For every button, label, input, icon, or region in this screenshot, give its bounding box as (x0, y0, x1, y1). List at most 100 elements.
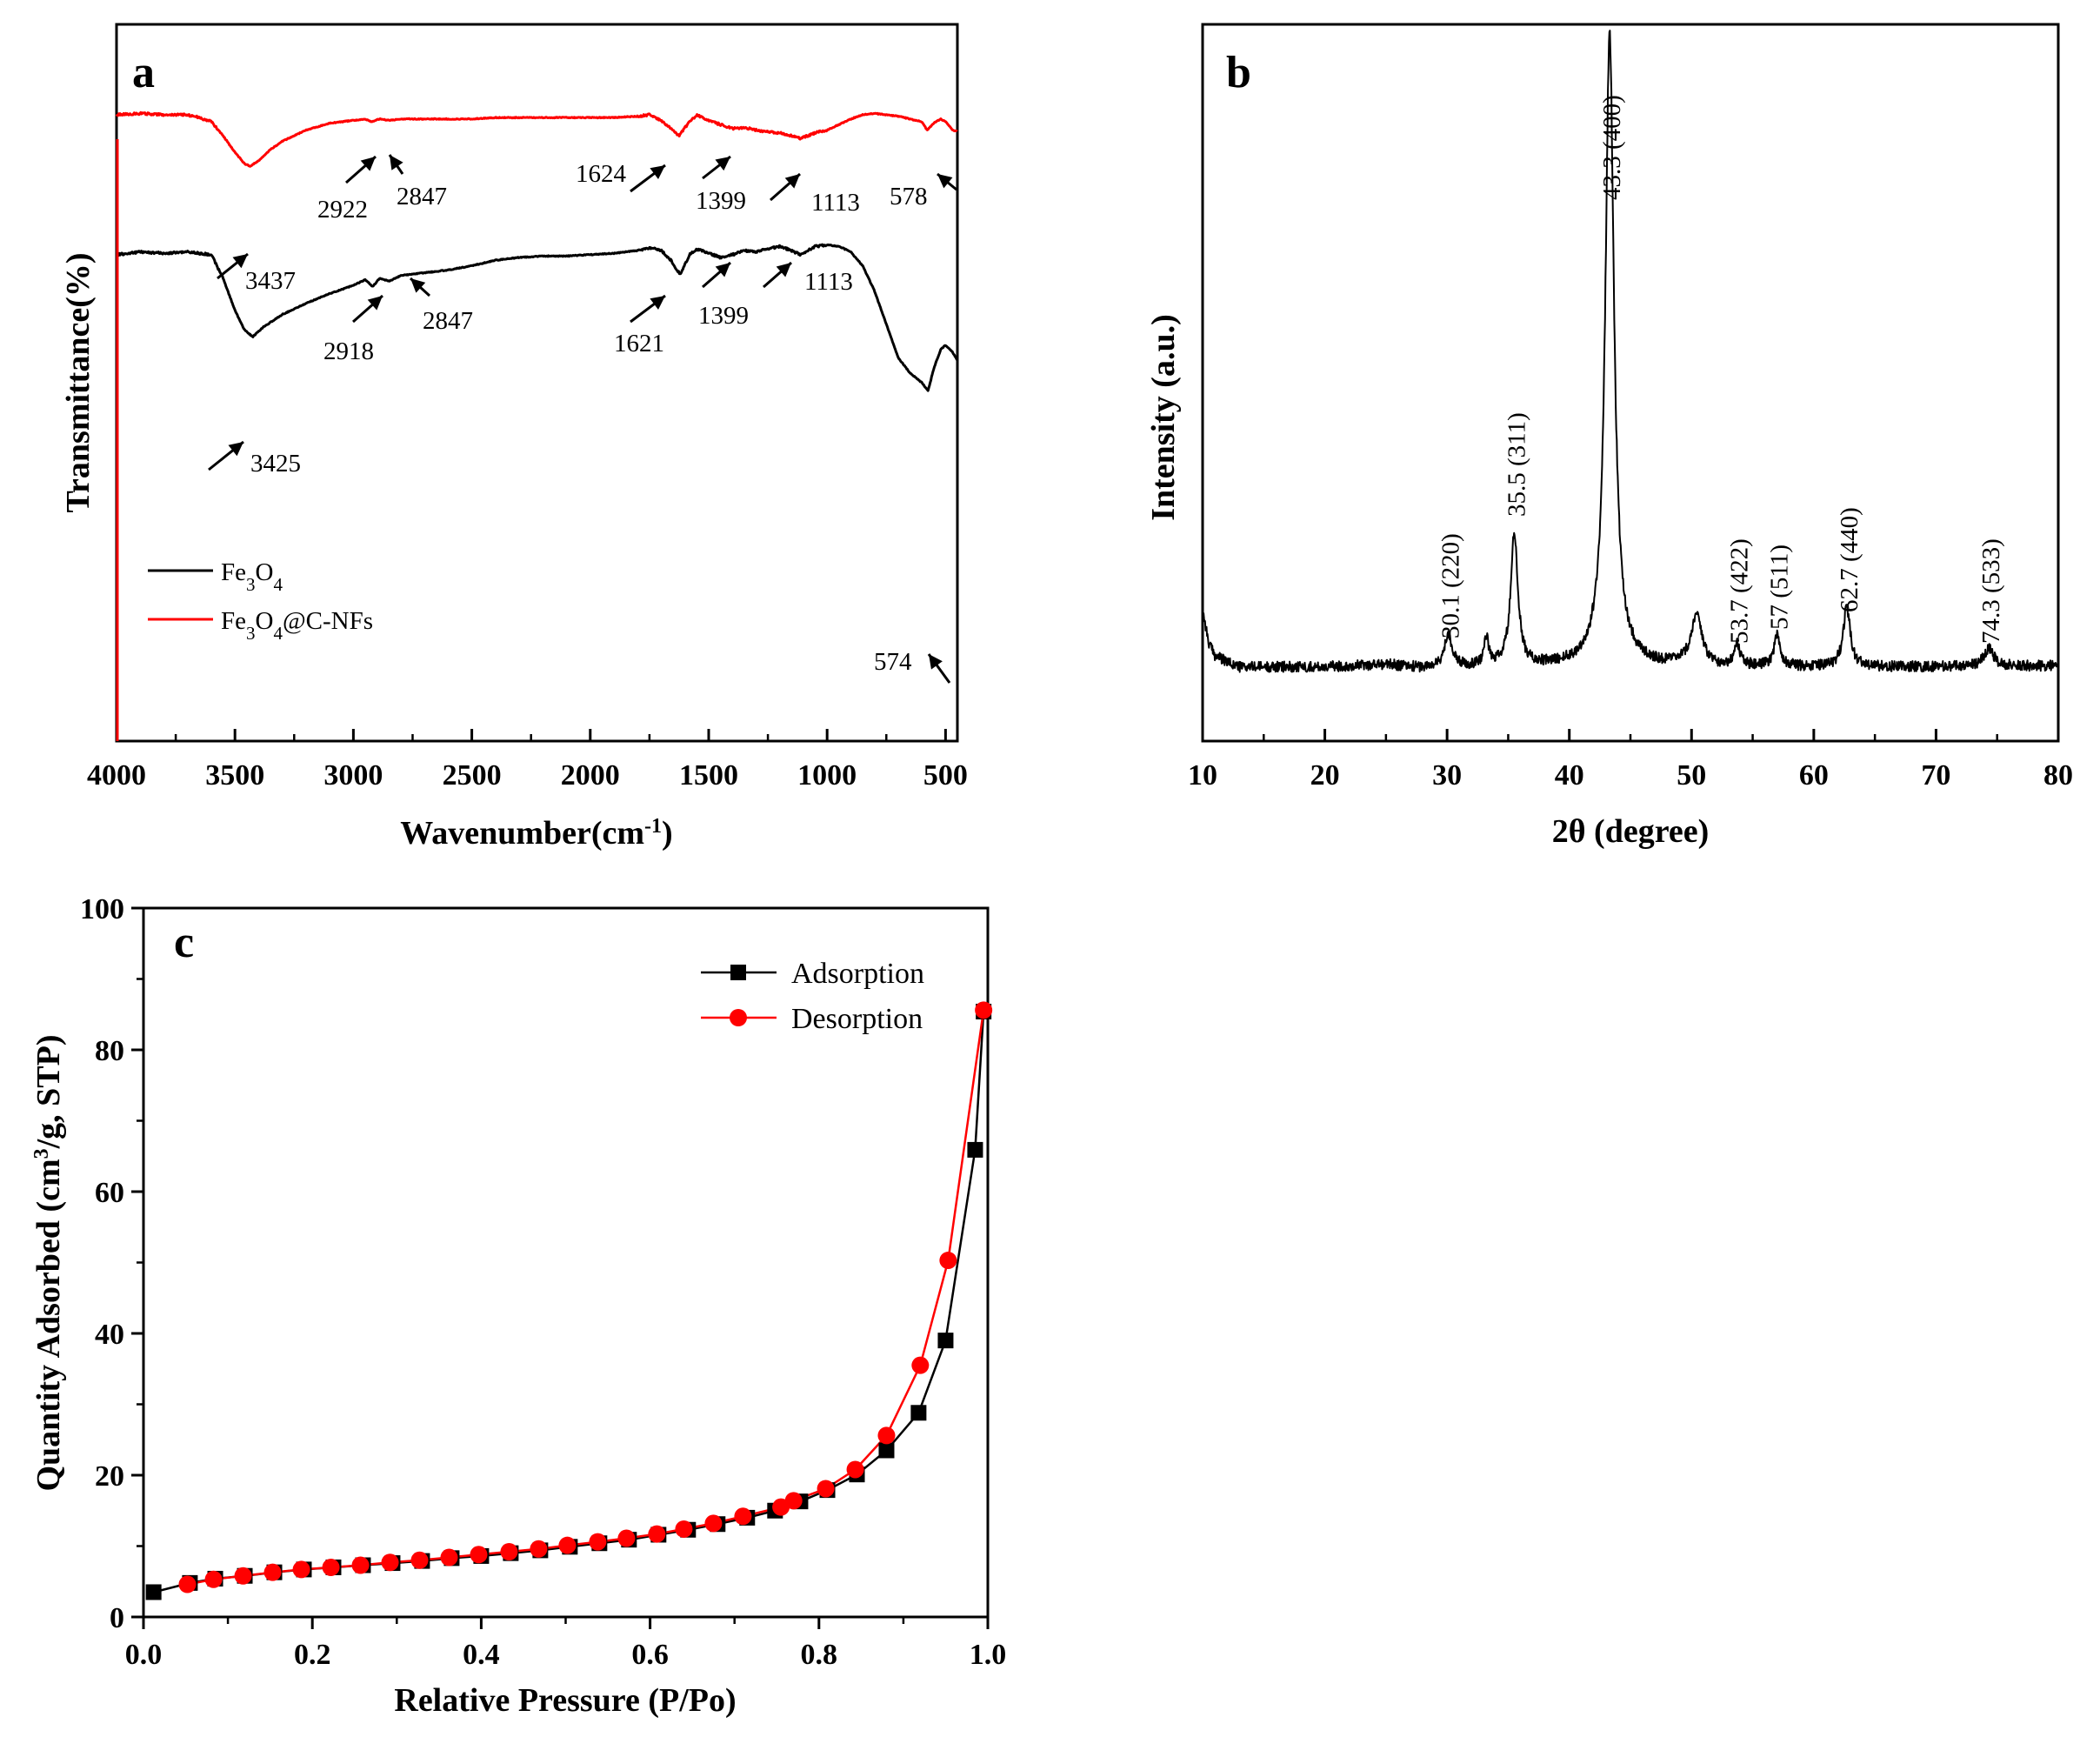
legend-label-fe3o4: Fe3O4 (221, 558, 283, 595)
c-desorption-point (178, 1575, 197, 1593)
c-desorption-line (187, 1010, 985, 1586)
a-annotation-arrow-red-3-head (650, 165, 665, 179)
c-desorption-point (675, 1520, 693, 1538)
a-annotation-arrow-red-0-head (232, 254, 248, 269)
c-x-tick-label: 1.0 (970, 1639, 1007, 1671)
a-x-tick-label: 1000 (797, 759, 857, 792)
panel-c-legend: Adsorption Desorption (701, 958, 924, 1035)
panel-b-x-axis-title: 2θ (degree) (1552, 813, 1710, 850)
panel-b-series (1202, 30, 2059, 673)
c-desorption-point (911, 1356, 930, 1374)
c-x-tick-label: 0.6 (631, 1639, 669, 1671)
a-annotation-arrow-black-4-head (715, 263, 730, 277)
c-desorption-point (734, 1507, 752, 1526)
c-desorption-point (975, 1001, 993, 1019)
b-x-tick-label: 80 (2043, 759, 2073, 792)
panel-c-y-axis-title: Quantity Adsorbed (cm3/g, STP) (30, 1034, 67, 1491)
b-x-tick-label: 30 (1432, 759, 1462, 792)
c-adsorption-point (937, 1333, 954, 1349)
b-x-tick-label: 10 (1188, 759, 1217, 792)
a-annotation-label-red: 2847 (397, 183, 447, 210)
panel-b-frame (1201, 23, 2060, 743)
a-annotation-arrow-red-5-head (784, 174, 800, 189)
c-desorption-point (292, 1560, 310, 1579)
c-x-tick-label: 0.0 (125, 1639, 163, 1671)
c-y-tick-label: 100 (80, 893, 124, 925)
a-annotation-label-red: 3437 (245, 267, 296, 295)
a-x-tick-label: 3000 (323, 759, 383, 792)
a-annotation-label-black: 1621 (614, 330, 664, 357)
c-x-tick-label: 0.2 (294, 1639, 331, 1671)
a-x-tick-label: 2000 (561, 759, 620, 792)
panel-b-x-tick-labels: 10 20 30 40 50 60 70 80 (1188, 759, 2073, 792)
c-adsorption-point (910, 1405, 927, 1421)
c-adsorption-point (967, 1141, 983, 1158)
panel-a-series (115, 110, 958, 741)
panel-c-series (145, 1001, 993, 1600)
b-peak-label: 57 (511) (1766, 544, 1794, 630)
a-series-fe3o4-c-nfs-line (115, 110, 958, 168)
a-annotation-label-black: 2847 (423, 307, 473, 335)
c-desorption-point (939, 1252, 957, 1270)
c-desorption-point (470, 1546, 488, 1564)
b-xrd-pattern-line (1202, 30, 2059, 673)
c-desorption-point (589, 1533, 607, 1551)
c-x-tick-label: 0.4 (463, 1639, 500, 1671)
a-annotation-label-red: 578 (890, 183, 928, 210)
b-x-tick-label: 20 (1310, 759, 1340, 792)
c-y-tick-label: 80 (95, 1035, 124, 1067)
b-x-tick-label: 60 (1799, 759, 1829, 792)
c-desorption-point (558, 1536, 577, 1554)
legend-marker-desorption (730, 1009, 747, 1026)
a-annotation-label-black: 1399 (698, 302, 749, 330)
a-annotation-arrow-red-1-head (360, 157, 376, 171)
a-x-tick-label: 4000 (87, 759, 146, 792)
c-desorption-point (204, 1570, 223, 1588)
c-desorption-point (263, 1563, 282, 1581)
panel-c-x-axis-title: Relative Pressure (P/Po) (394, 1682, 736, 1719)
a-annotation-label-red: 1113 (811, 189, 860, 217)
c-desorption-point (351, 1556, 370, 1574)
panel-a-y-axis-title: Transmittance(%) (60, 252, 97, 512)
c-desorption-point (817, 1480, 835, 1498)
a-series-fe3o4-line (115, 243, 958, 392)
a-annotation-arrow-black-3-head (650, 296, 665, 310)
a-x-tick-label: 2500 (443, 759, 502, 792)
a-annotation-label-red: 1624 (576, 160, 627, 188)
b-peak-label: 53.7 (422) (1725, 538, 1753, 644)
b-x-tick-label: 70 (1921, 759, 1950, 792)
a-annotation-label-black: 2918 (323, 337, 374, 365)
b-peak-label: 35.5 (311) (1503, 412, 1530, 517)
b-peak-label: 30.1 (220) (1437, 533, 1465, 638)
c-y-tick-label: 0 (110, 1602, 124, 1634)
a-annotation-label-red: 2922 (317, 196, 368, 224)
a-annotation-label-red: 1399 (696, 187, 746, 215)
panel-a-ftir-chart: a 4000 3500 3000 2500 2000 1500 1000 500 3425 29… (60, 23, 968, 852)
c-adsorption-line (153, 1011, 985, 1593)
a-annotation-arrow-black-5-head (776, 263, 791, 277)
b-peak-label: 43.3 (400) (1598, 95, 1626, 200)
c-desorption-point (410, 1551, 429, 1569)
panel-c-tick-labels: 0.0 0.2 0.4 0.6 0.8 1.0 0 20 40 60 80 100 (80, 893, 1006, 1671)
c-desorption-point (704, 1514, 723, 1533)
panel-b-xrd-chart: b 10 20 30 40 50 60 70 80 30.1 (220) 35.5 (311) 4… (1145, 23, 2073, 850)
a-x-tick-label: 1500 (679, 759, 738, 792)
panel-b-peak-labels: 30.1 (220) 35.5 (311) 43.3 (400) 53.7 (422)… (1437, 95, 2005, 644)
panel-a-letter: a (132, 48, 155, 97)
panel-c-letter: c (174, 918, 194, 967)
c-adsorption-point (145, 1584, 162, 1600)
a-annotation-arrow-red-4-head (715, 157, 730, 171)
a-annotation-arrow-red-6-head (937, 174, 953, 189)
c-x-tick-label: 0.8 (801, 1639, 838, 1671)
legend-label-adsorption: Adsorption (791, 958, 924, 990)
c-desorption-point (322, 1558, 340, 1576)
c-desorption-point (617, 1529, 636, 1547)
a-x-tick-label: 500 (923, 759, 968, 792)
c-desorption-point (440, 1548, 458, 1567)
a-annotation-label-black: 1113 (804, 268, 853, 296)
a-annotation-arrow-black-0-head (228, 442, 243, 457)
c-desorption-point (530, 1540, 548, 1558)
a-annotation-arrow-black-6-head (929, 654, 943, 670)
panel-c-ticks (131, 906, 990, 1629)
